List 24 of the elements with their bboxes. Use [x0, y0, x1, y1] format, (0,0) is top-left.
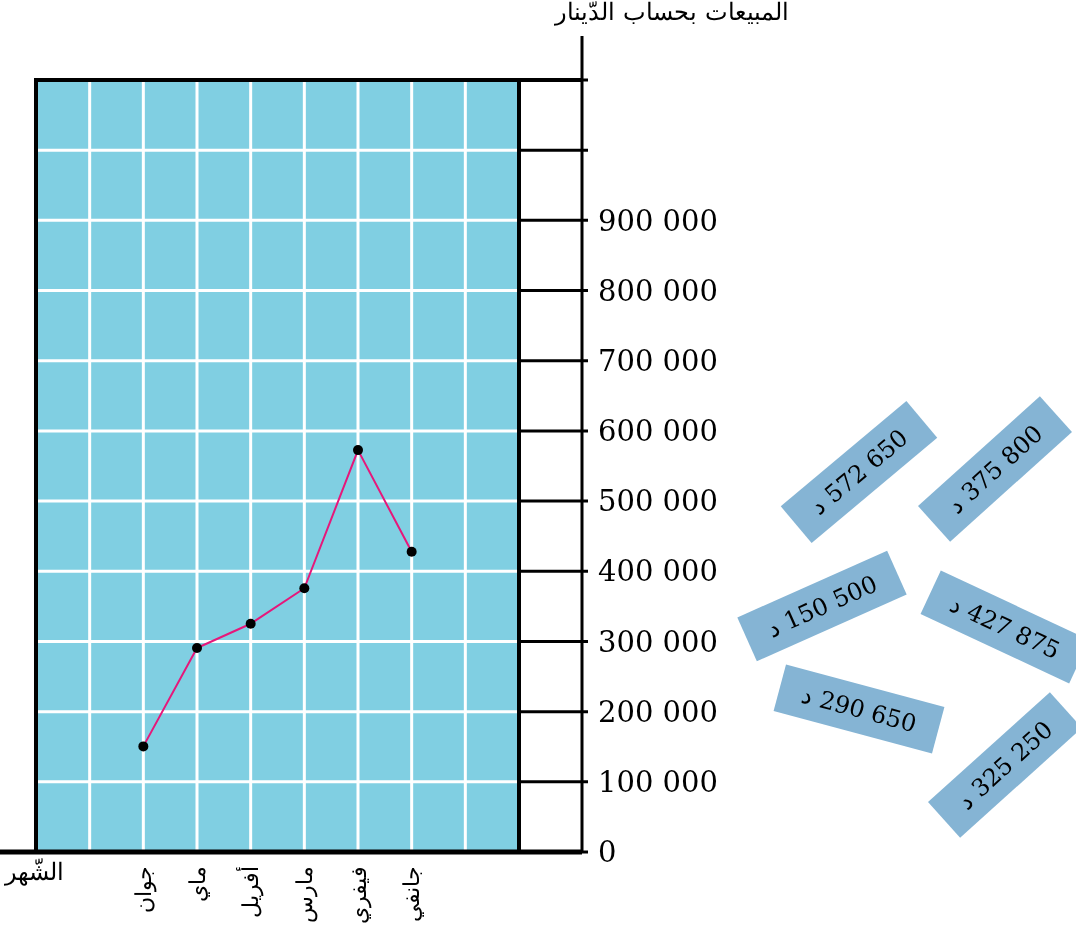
x-tick-label: مارس: [292, 866, 319, 923]
y-axis-title: المبيعات بحساب الدّينار: [554, 0, 789, 26]
y-tick-label: 100 000: [598, 764, 718, 799]
text: د 375 800: [942, 419, 1049, 520]
y-tick-label: 900 000: [598, 203, 718, 238]
y-tick-label: 300 000: [598, 624, 718, 659]
y-tick-label: 600 000: [598, 414, 718, 449]
text: د 150 500: [762, 569, 882, 644]
y-tick-label: 500 000: [598, 484, 718, 519]
x-tick-label: جانفي: [399, 866, 425, 922]
text: د 572 650: [805, 423, 914, 521]
text: د 325 250: [952, 715, 1059, 816]
y-tick-label: 700 000: [598, 343, 718, 378]
text: د 427 875: [945, 589, 1065, 665]
y-tick-label: 200 000: [598, 694, 718, 729]
y-tick-label: 0: [598, 835, 617, 870]
y-tick-label: 400 000: [598, 554, 718, 589]
x-tick-label: جوان: [131, 866, 158, 913]
x-axis-title: الشّهر: [4, 858, 64, 886]
x-tick-label: ماي: [184, 866, 210, 902]
y-tick-label: 800 000: [598, 273, 718, 308]
x-tick-label: أفريل: [235, 866, 265, 918]
x-tick-label: فيفري: [345, 866, 372, 924]
text: د 290 650: [798, 680, 920, 739]
